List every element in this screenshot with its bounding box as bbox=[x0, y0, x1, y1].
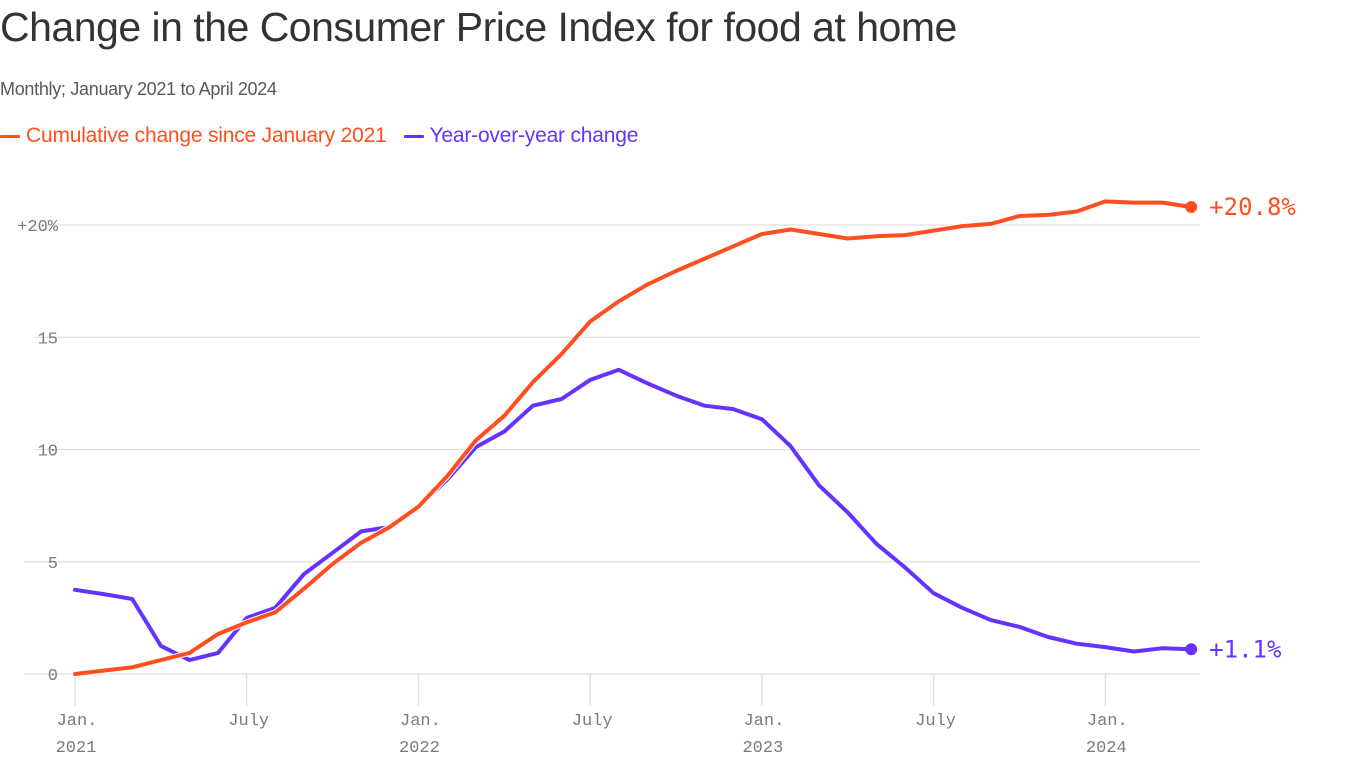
series-lines bbox=[72, 198, 1195, 677]
x-axis: Jan. 2021 July Jan. 2022 July Jan. 2023 July Jan.… bbox=[56, 674, 1128, 758]
series-line-yoy bbox=[73, 367, 1194, 663]
x-tick-year-label: 2022 bbox=[399, 739, 440, 758]
y-tick-label: 0 bbox=[48, 667, 58, 686]
legend-item-yoy: Year-over-year change bbox=[403, 124, 639, 148]
x-tick-year-label: 2024 bbox=[1086, 739, 1127, 758]
legend-item-cumulative: Cumulative change since January 2021 bbox=[0, 124, 387, 148]
x-tick-label: Jan. bbox=[743, 712, 784, 731]
x-tick-label: Jan. bbox=[1087, 712, 1128, 731]
end-labels: +20.8% +1.1% bbox=[1185, 193, 1296, 663]
x-tick-label: July bbox=[572, 712, 613, 731]
end-point-yoy bbox=[1185, 643, 1198, 656]
x-tick-label: Jan. bbox=[400, 712, 441, 731]
x-tick-label: July bbox=[915, 712, 956, 731]
legend-label-yoy: Year-over-year change bbox=[429, 124, 639, 147]
gridlines bbox=[24, 224, 1200, 675]
end-label-yoy: +1.1% bbox=[1209, 635, 1282, 663]
y-tick-label: 10 bbox=[38, 443, 58, 462]
end-point-cumulative bbox=[1185, 201, 1198, 214]
y-tick-label: +20% bbox=[17, 218, 59, 237]
legend-label-cumulative: Cumulative change since January 2021 bbox=[26, 124, 387, 147]
legend: Cumulative change since January 2021 Yea… bbox=[0, 124, 655, 148]
x-tick-label: Jan. bbox=[57, 712, 98, 731]
legend-swatch-cumulative bbox=[0, 134, 20, 138]
chart-subtitle: Monthly; January 2021 to April 2024 bbox=[0, 79, 277, 99]
x-tick-year-label: 2023 bbox=[742, 739, 783, 758]
legend-swatch-yoy bbox=[403, 134, 424, 138]
y-axis: 0 5 10 15 +20% bbox=[17, 218, 59, 686]
x-tick-year-label: 2021 bbox=[56, 739, 97, 758]
series-halo bbox=[72, 366, 1195, 664]
x-tick-label: July bbox=[228, 712, 269, 731]
y-tick-label: 15 bbox=[38, 330, 58, 349]
series-line-cumulative bbox=[73, 199, 1194, 676]
chart-title: Change in the Consumer Price Index for f… bbox=[0, 4, 957, 50]
y-tick-label: 5 bbox=[48, 555, 58, 574]
series-halo bbox=[72, 198, 1195, 677]
end-label-cumulative: +20.8% bbox=[1209, 193, 1296, 221]
